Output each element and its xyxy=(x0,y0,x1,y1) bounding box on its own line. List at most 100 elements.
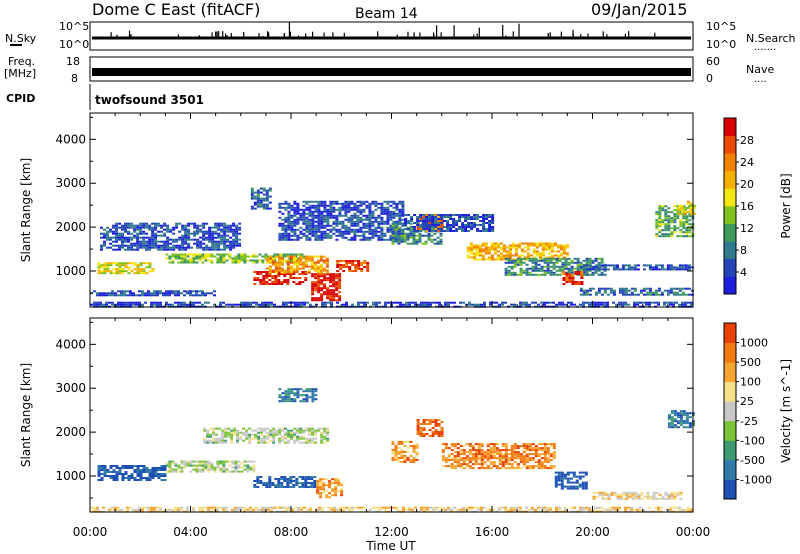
power-cell xyxy=(406,236,410,239)
power-cell xyxy=(689,212,693,215)
velocity-cell xyxy=(282,506,285,509)
power-cell xyxy=(600,287,604,290)
power-cell xyxy=(673,215,677,218)
velocity-cell xyxy=(163,469,167,471)
power-cell xyxy=(308,230,312,233)
velocity-cell xyxy=(231,466,235,469)
power-cell xyxy=(549,301,552,304)
velocity-cell xyxy=(298,476,302,478)
power-cell xyxy=(160,244,164,247)
velocity-cell xyxy=(269,433,273,436)
power-cell xyxy=(485,216,489,218)
power-cell xyxy=(537,269,541,272)
power-cell xyxy=(136,236,140,239)
power-cell xyxy=(326,297,330,300)
velocity-cell xyxy=(320,433,324,436)
power-cell xyxy=(664,219,668,222)
power-cell xyxy=(217,246,221,249)
power-cell xyxy=(389,226,393,229)
velocity-cell xyxy=(236,431,240,434)
velocity-cell xyxy=(437,435,441,437)
velocity-cell xyxy=(294,506,297,509)
power-cell xyxy=(246,259,250,262)
power-cell xyxy=(374,220,378,223)
freq-label-line1: Freq. xyxy=(8,55,35,68)
power-cell xyxy=(664,215,668,218)
power-cell xyxy=(398,220,402,223)
power-colorbar-swatch xyxy=(724,276,736,295)
power-cell xyxy=(314,210,318,213)
velocity-cell xyxy=(320,439,324,442)
power-cell xyxy=(103,232,106,235)
velocity-cell xyxy=(246,464,250,467)
power-cell xyxy=(320,210,324,213)
power-cell xyxy=(576,267,580,270)
power-cell xyxy=(559,248,563,251)
velocity-cell xyxy=(168,462,172,465)
velocity-cell xyxy=(289,480,293,482)
power-cell xyxy=(558,267,562,270)
power-cell xyxy=(142,222,146,225)
power-cell xyxy=(377,222,381,225)
velocity-cell xyxy=(275,429,279,432)
power-cell xyxy=(151,270,155,273)
power-cell xyxy=(294,303,297,306)
power-cell xyxy=(484,252,488,255)
power-cell xyxy=(522,303,525,306)
power-cell xyxy=(238,232,242,235)
power-cell xyxy=(139,224,143,227)
power-cell xyxy=(582,259,586,262)
velocity-cell xyxy=(157,469,161,471)
power-cell xyxy=(326,212,330,215)
power-cell xyxy=(348,266,352,268)
power-cell xyxy=(657,264,661,267)
velocity-cell xyxy=(543,508,546,511)
velocity-cell xyxy=(406,450,410,453)
power-cell xyxy=(278,202,282,205)
power-cell xyxy=(666,301,669,304)
power-cell xyxy=(115,232,118,235)
power-cell xyxy=(117,301,120,304)
power-cell xyxy=(124,264,128,267)
power-cell xyxy=(278,224,282,227)
power-cell xyxy=(481,244,485,247)
power-colorbar-label: Power [dB] xyxy=(779,173,793,238)
power-cell xyxy=(133,262,137,265)
power-cell xyxy=(181,226,185,229)
power-cell xyxy=(174,294,177,297)
power-cell xyxy=(437,228,441,230)
power-cell xyxy=(383,208,387,211)
power-cell xyxy=(633,287,637,290)
velocity-cell xyxy=(471,467,475,470)
power-cell xyxy=(449,226,453,228)
power-cell xyxy=(549,265,553,268)
velocity-cell xyxy=(681,508,684,511)
velocity-cell xyxy=(363,506,366,509)
power-cell xyxy=(408,301,411,304)
power-cell xyxy=(409,234,413,237)
power-cell xyxy=(307,269,311,272)
velocity-cell xyxy=(320,435,324,438)
power-cell xyxy=(329,273,333,276)
power-cell xyxy=(330,303,333,306)
power-cell xyxy=(472,246,476,249)
power-cell xyxy=(356,210,360,213)
velocity-cell xyxy=(219,462,223,465)
power-cell xyxy=(576,269,580,272)
power-cell xyxy=(157,230,161,233)
velocity-cell xyxy=(234,470,238,473)
power-cell xyxy=(317,208,321,211)
power-cell xyxy=(277,259,281,262)
power-cell xyxy=(392,200,396,203)
velocity-cell xyxy=(204,462,208,465)
power-cell xyxy=(493,246,497,249)
velocity-cell xyxy=(236,429,240,432)
power-cell xyxy=(323,293,327,296)
power-cell xyxy=(118,266,122,269)
power-cell xyxy=(552,271,556,274)
power-cell xyxy=(362,218,366,221)
velocity-cell xyxy=(129,506,132,509)
power-cell xyxy=(317,291,321,294)
power-cell xyxy=(621,291,625,294)
velocity-cell xyxy=(462,508,465,511)
